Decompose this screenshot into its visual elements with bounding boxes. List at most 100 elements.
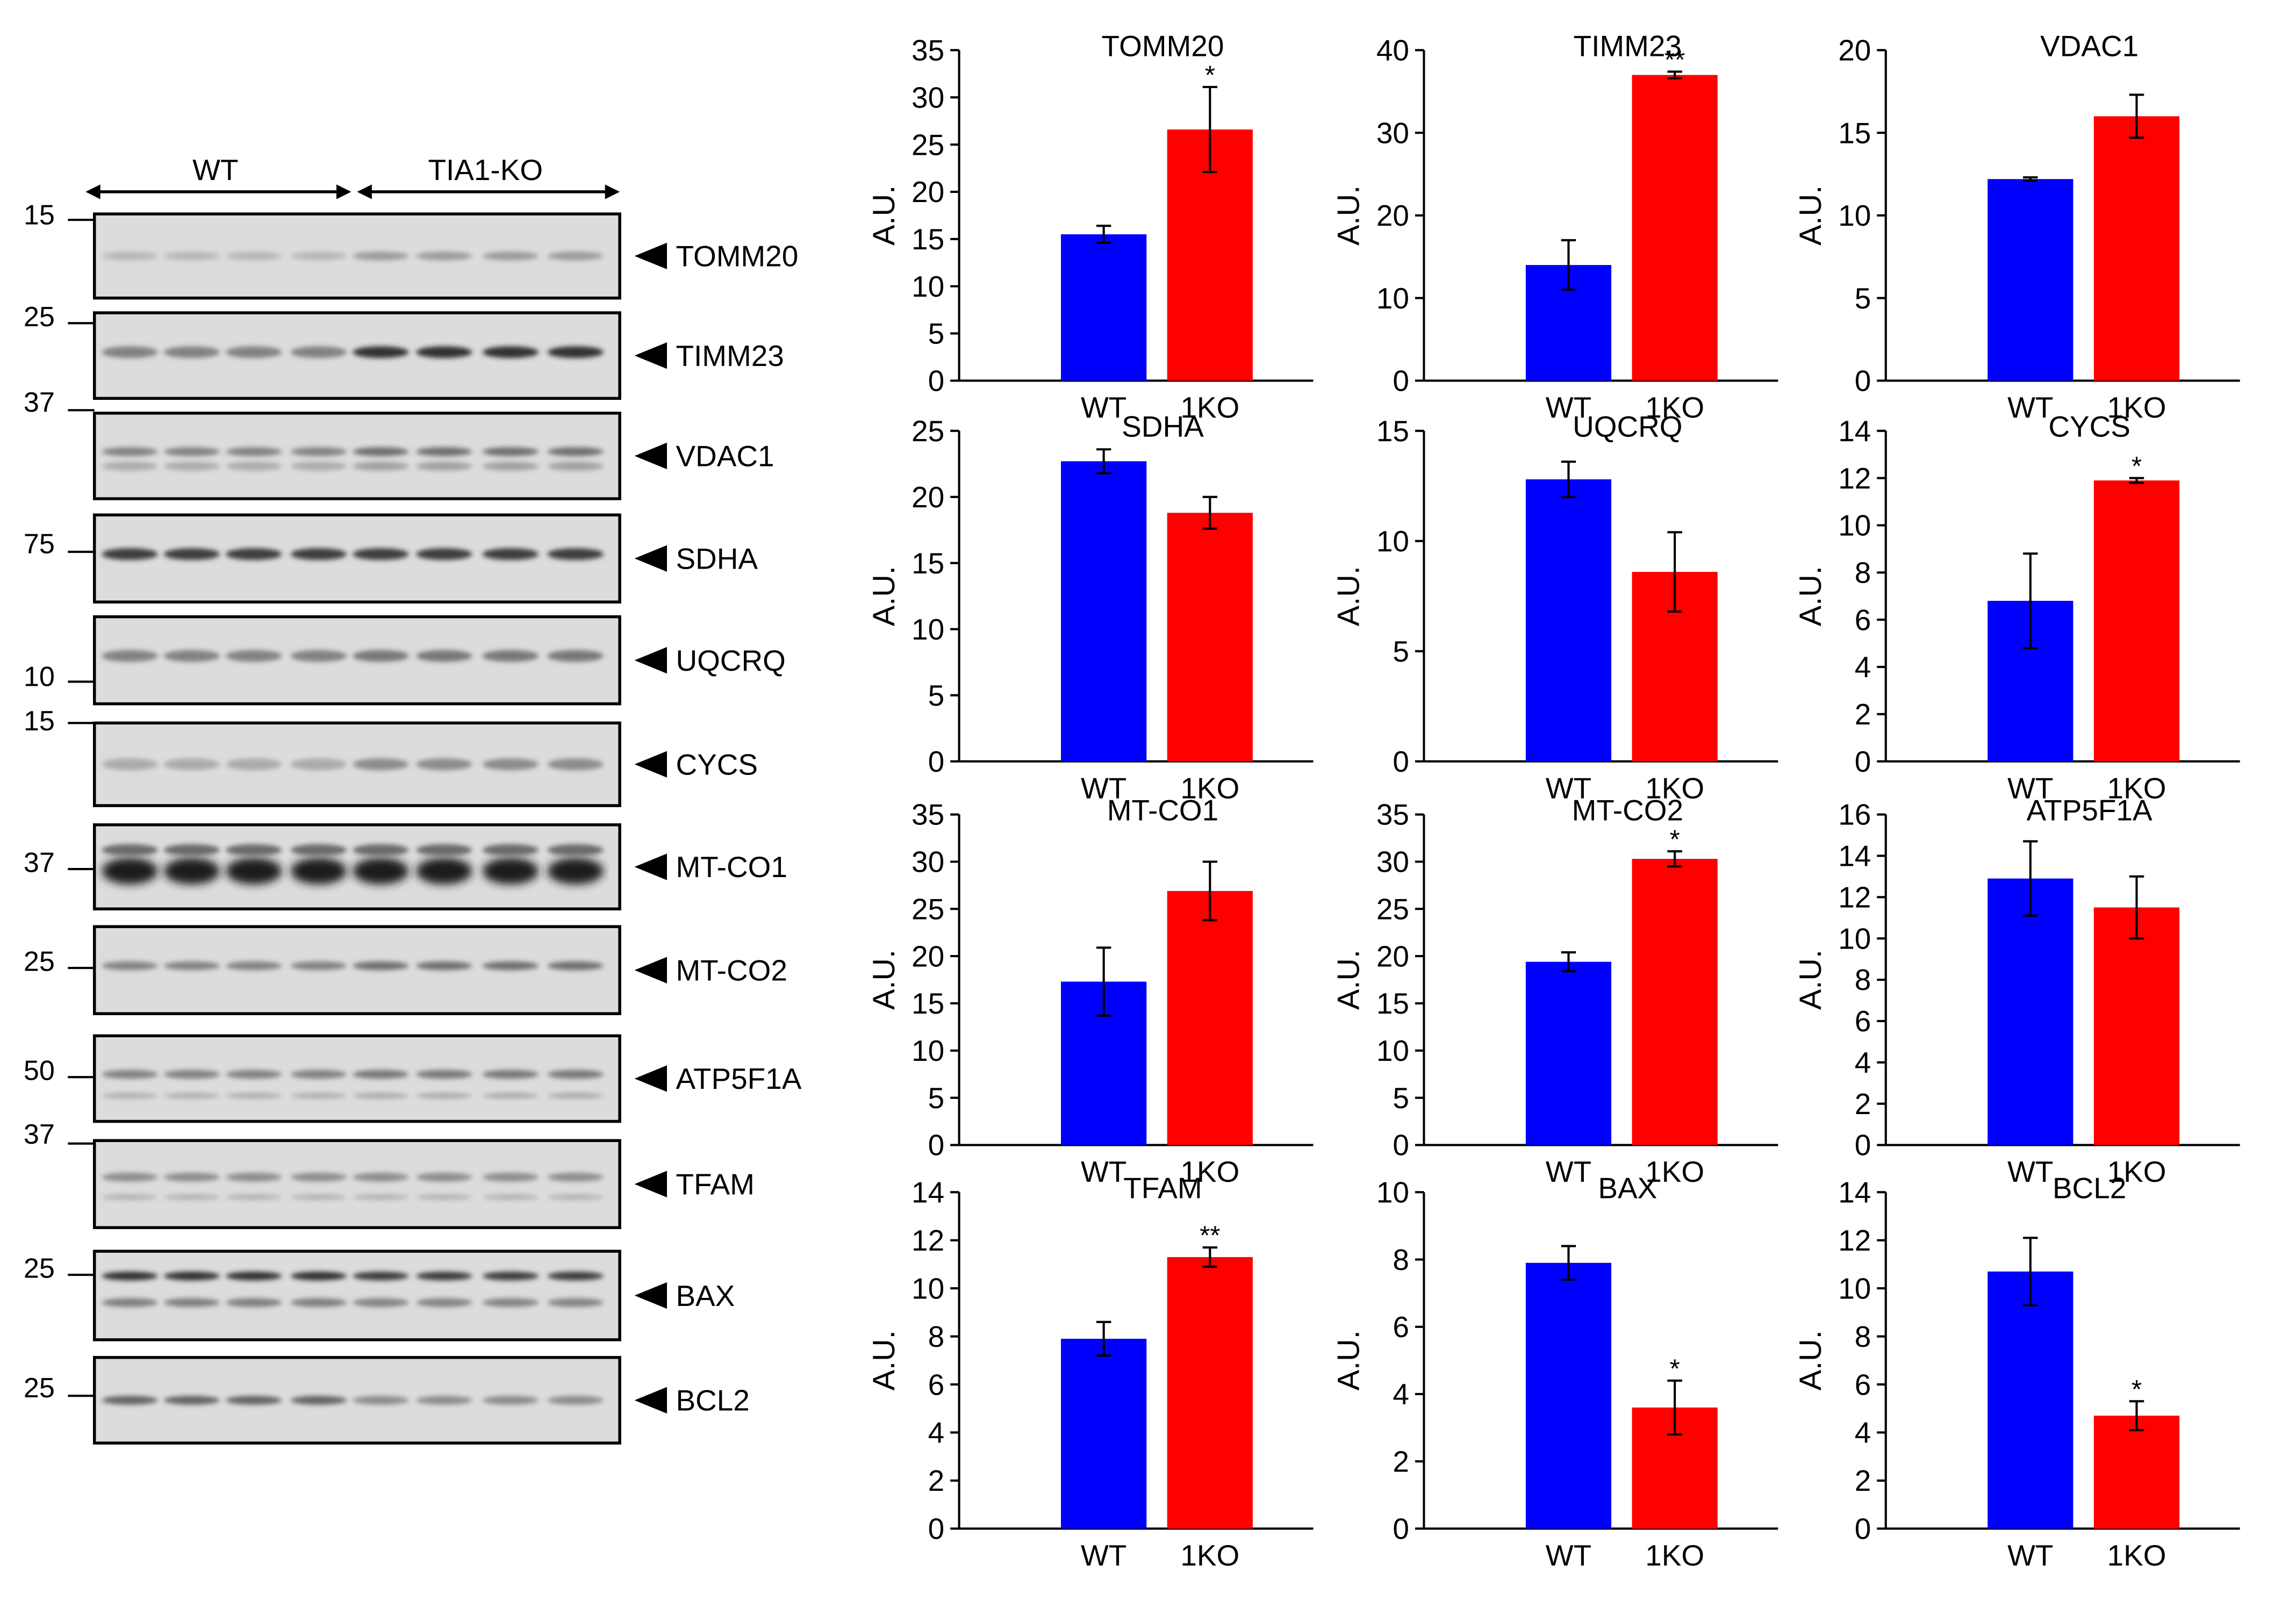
protein-label: MT-CO2 [676,953,787,987]
protein-label: UQCRQ [676,644,785,677]
band [226,1298,282,1307]
band [353,447,409,456]
chart-title: TIMM23 [1574,29,1682,62]
y-tick-label: 5 [1393,635,1409,668]
band [102,346,158,358]
significance-marker: ** [1200,1221,1220,1251]
blot-strip [92,925,621,1015]
significance-marker: * [2132,1375,2142,1404]
band [226,1093,282,1099]
y-tick-label: 10 [1376,1034,1409,1067]
bar-wt [1525,961,1612,1145]
y-tick-label: 35 [912,34,944,67]
band [353,1396,409,1405]
band [416,650,472,662]
y-tick-label: 0 [1393,1129,1409,1162]
bar-wt [1061,461,1147,762]
y-tick-label: 6 [1855,1004,1871,1038]
arrowhead-icon [634,442,667,470]
band [163,548,220,561]
significance-marker: * [1670,825,1680,855]
mw-marker: 37 [24,1119,55,1150]
blot-row-atp5f1a: 50 ATP5F1A [24,1034,802,1123]
y-tick-label: 10 [912,1272,944,1305]
band [102,1272,158,1281]
chart-title: TFAM [1123,1171,1202,1204]
chart-tfam: 0 2 4 6 8 10 12 14 A.U. TFAM WT ** 1KO [867,1171,1314,1572]
y-tick-label: 35 [912,798,944,831]
y-tick-label: 30 [1376,845,1409,879]
bar-1ko [2093,480,2180,762]
band [226,961,282,971]
wt-arrow-left-head [85,184,101,199]
mw-marker: 37 [24,387,55,418]
band [353,844,409,856]
category-label: WT [2007,771,2053,805]
y-tick-label: 20 [912,939,944,973]
band [102,961,158,971]
band [163,447,220,456]
y-axis-label: A.U. [867,566,901,626]
band [353,961,409,971]
arrowhead-icon [634,853,667,880]
band [547,346,604,358]
band [163,1396,220,1405]
band [163,961,220,971]
band [102,252,158,261]
y-tick-label: 4 [1855,1416,1871,1449]
band [353,1194,409,1201]
significance-marker: * [2132,451,2142,481]
y-axis-label: A.U. [867,1330,901,1390]
y-tick-label: 0 [928,364,945,398]
y-axis-label: A.U. [1332,1330,1366,1390]
band [547,1194,604,1201]
band [547,1272,604,1281]
y-tick-label: 4 [928,1416,945,1449]
mw-marker: 50 [24,1056,55,1087]
y-tick-label: 14 [912,1176,944,1209]
category-label: WT [2007,391,2053,424]
band [163,758,220,771]
y-tick-label: 4 [1855,650,1871,684]
chart-title: TOMM20 [1102,29,1224,62]
chart-title: MT-CO2 [1572,793,1683,827]
bar-wt [1525,1262,1612,1529]
y-axis-label: A.U. [1332,950,1366,1010]
y-tick-label: 10 [912,270,944,303]
band [353,462,409,471]
mw-marker: 10 [24,662,55,693]
band [290,1069,347,1079]
blot-strip [92,1250,621,1341]
bar-wt [1525,479,1612,762]
band [163,462,220,471]
group-arrows: WT TIA1-KO [85,153,620,199]
chart-title: BAX [1598,1171,1657,1204]
band [226,1396,282,1405]
chart-title: ATP5F1A [2027,793,2152,827]
protein-label: ATP5F1A [676,1062,801,1095]
bar-wt [1988,878,2073,1145]
category-label: 1KO [2107,1539,2166,1572]
band [353,1173,409,1182]
band [547,548,604,561]
band [547,961,604,971]
arrowhead-icon [634,1282,667,1309]
band [482,961,539,971]
y-tick-label: 20 [1838,34,1871,67]
band [226,650,282,662]
band [353,1093,409,1099]
mw-marker: 25 [24,946,55,978]
arrowhead-icon [634,342,667,369]
band [290,758,347,771]
band [102,1396,158,1405]
band [416,548,472,561]
category-label: WT [1546,1155,1591,1188]
band [226,1194,282,1201]
category-label: 1KO [1645,1155,1704,1188]
y-tick-label: 8 [1393,1243,1409,1276]
band [290,447,347,456]
band [482,844,539,856]
y-axis-label: A.U. [867,950,901,1010]
y-axis-label: A.U. [1793,566,1828,626]
band [353,252,409,261]
